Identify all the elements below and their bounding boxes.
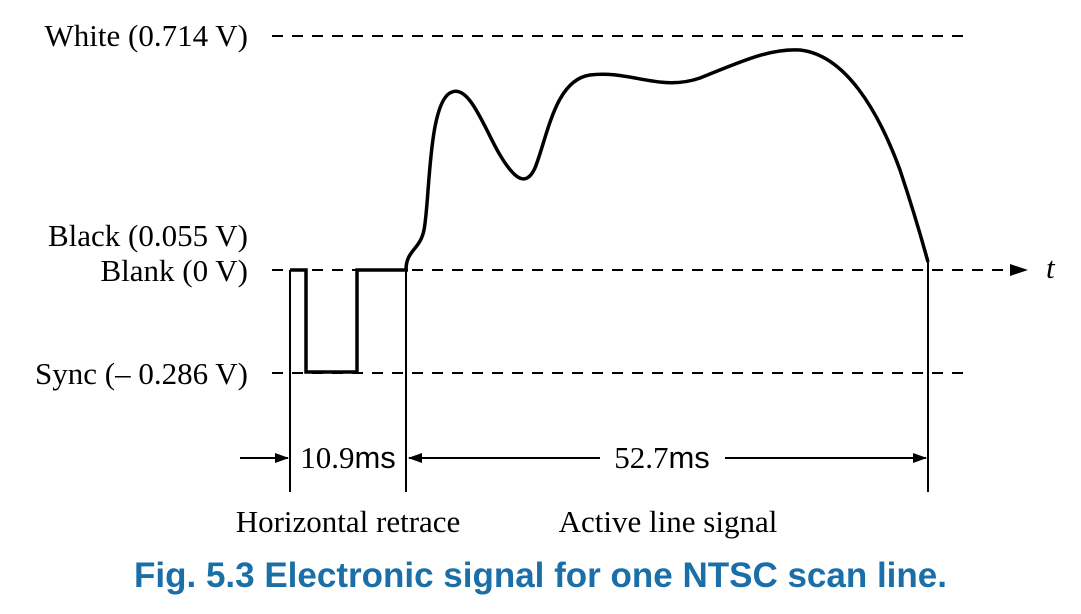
active-duration-label: 52.7ms [614,440,710,475]
active-video-waveform [404,48,930,271]
black-level-label: Black (0.055 V) [48,218,248,253]
active-duration-value: 52.7 [614,440,668,475]
active-duration-unit: ms [668,440,709,475]
retrace-duration-label: 10.9ms [300,440,396,475]
figure-caption: Fig. 5.3 Electronic signal for one NTSC … [134,556,947,595]
time-axis-arrow-icon [1010,264,1028,276]
active-line-signal-label: Active line signal [559,504,778,539]
retrace-duration-unit: ms [354,440,395,475]
white-level-label: White (0.714 V) [45,18,248,53]
ntsc-scan-line-diagram: White (0.714 V) Black (0.055 V) Blank (0… [35,18,1056,539]
blank-level-label: Blank (0 V) [100,253,248,288]
retrace-duration-value: 10.9 [300,440,354,475]
horizontal-retrace-label: Horizontal retrace [236,504,461,539]
time-axis-label: t [1046,250,1056,285]
sync-level-label: Sync (– 0.286 V) [35,356,248,391]
sync-pulse-waveform [290,268,408,374]
